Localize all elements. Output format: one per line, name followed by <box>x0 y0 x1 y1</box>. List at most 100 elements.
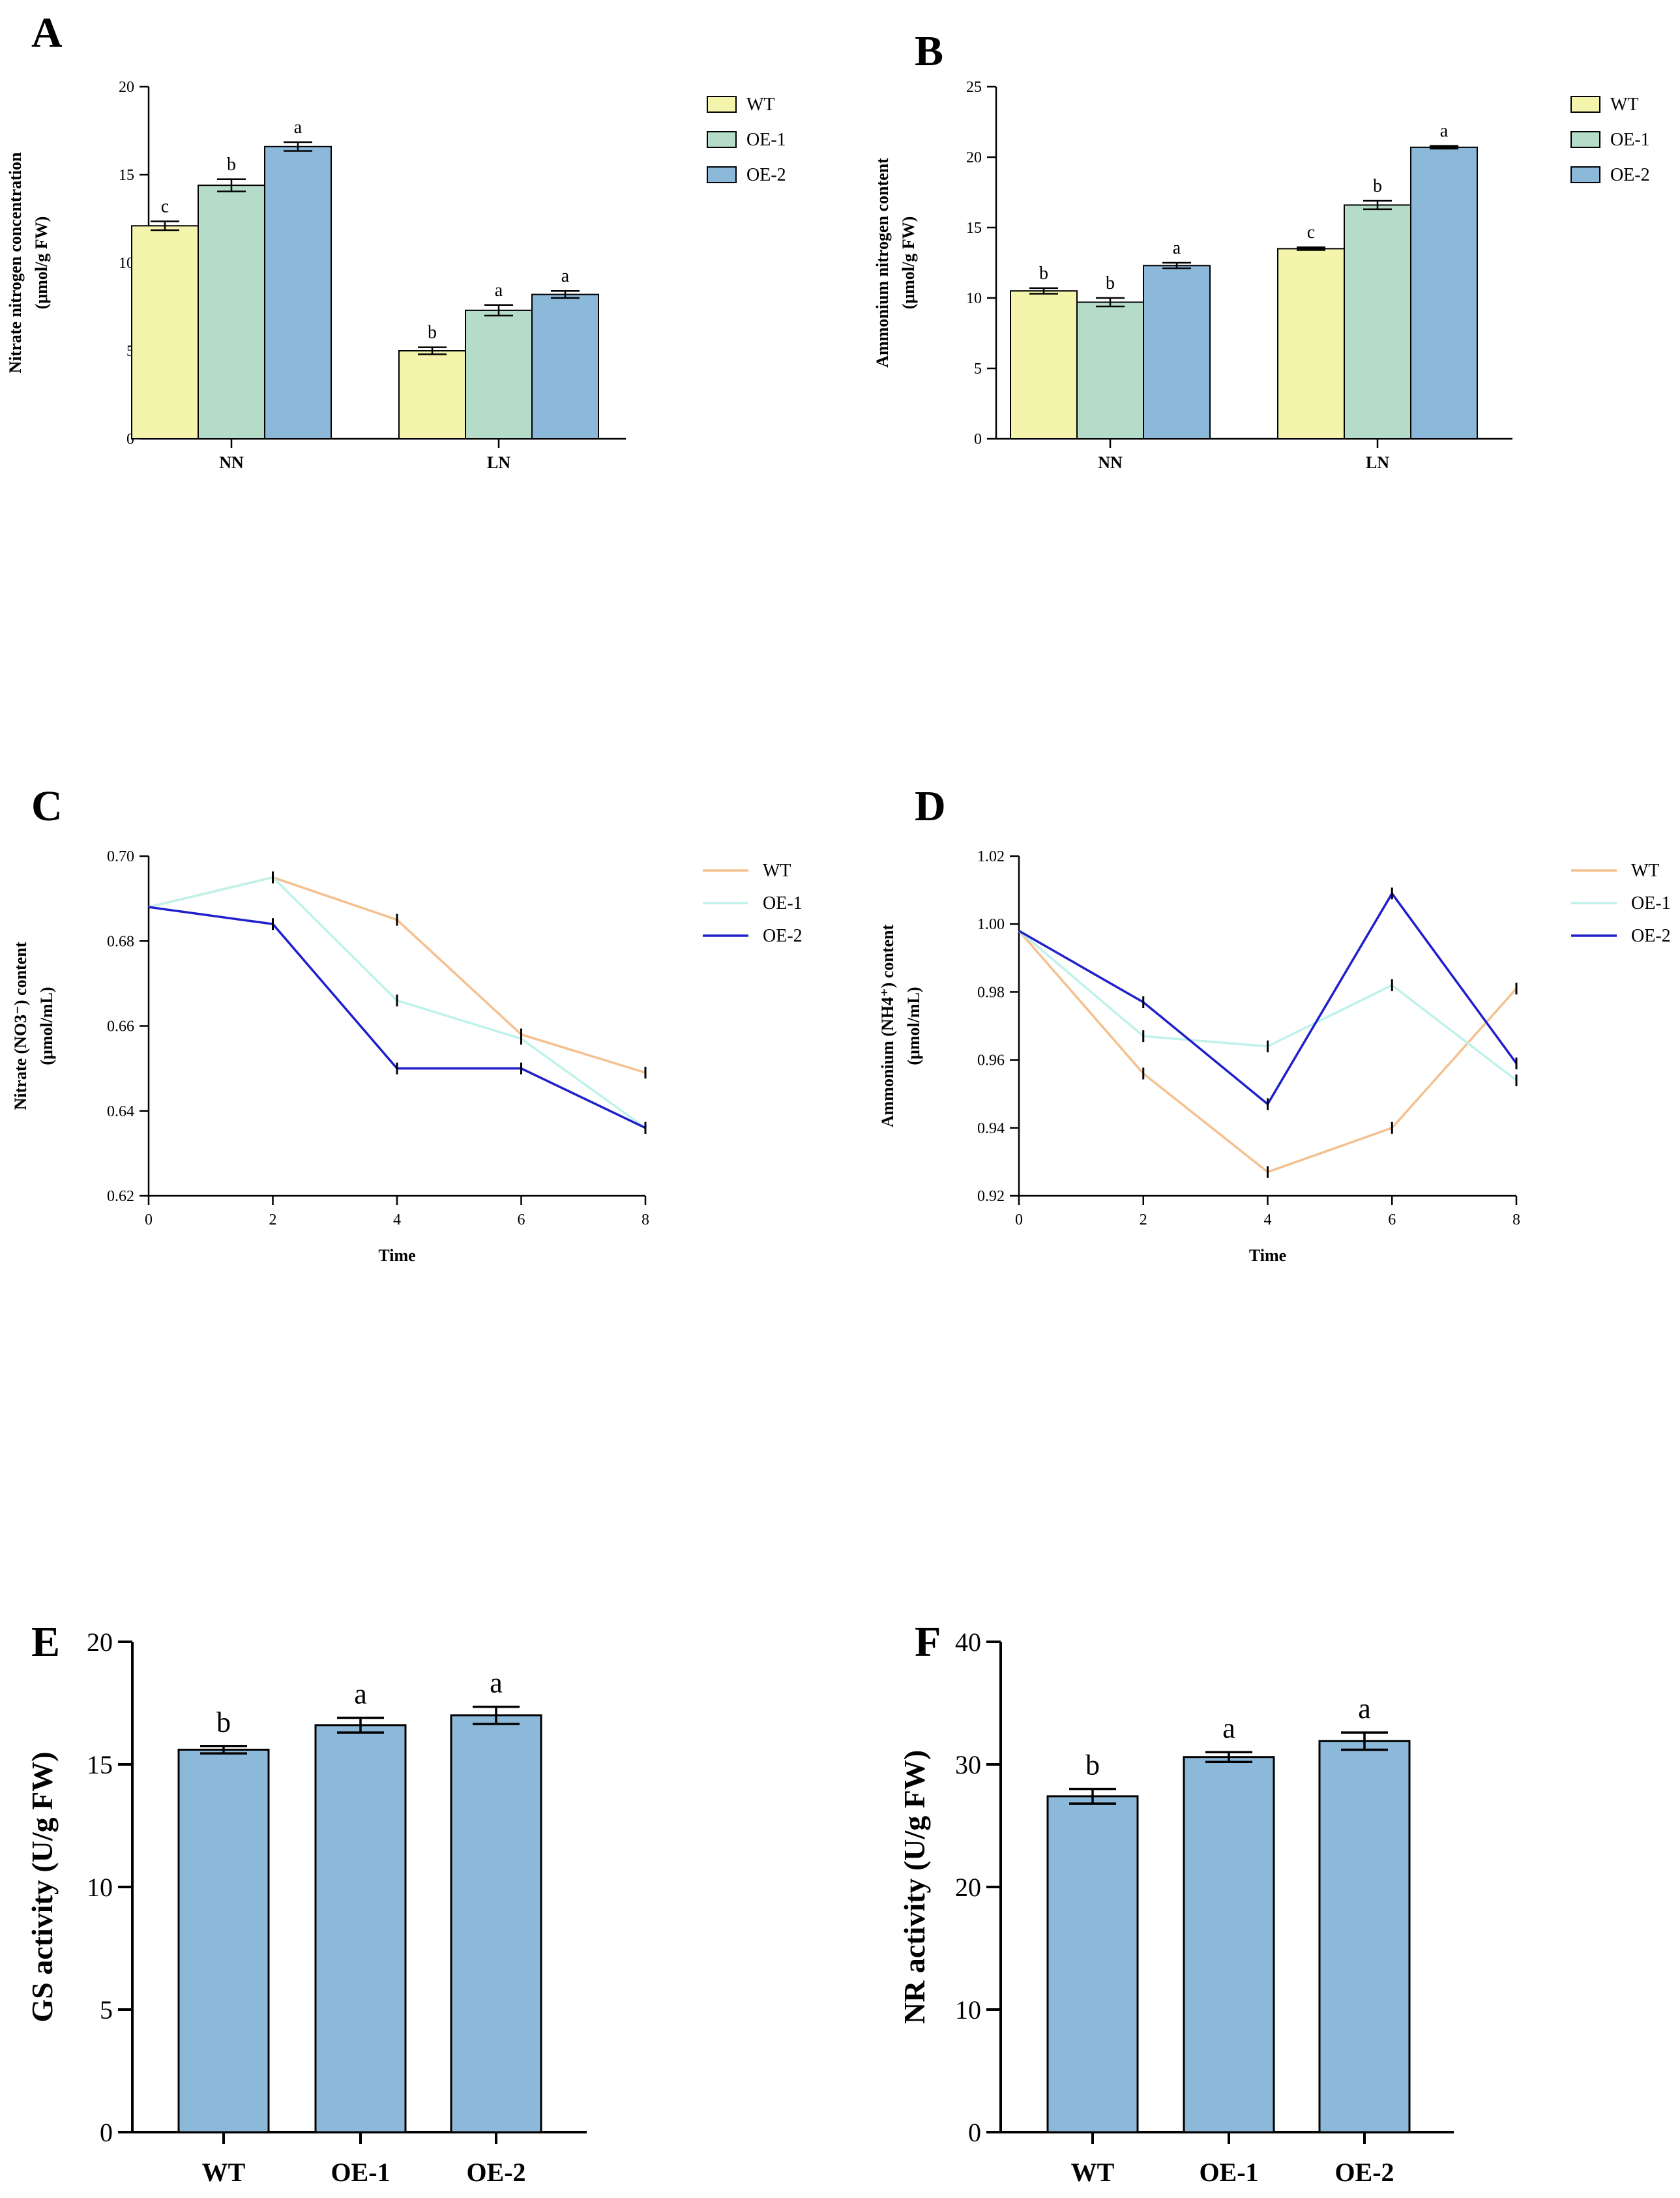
x-tick-label: 0 <box>1015 1211 1023 1228</box>
panel-letter: D <box>915 782 946 830</box>
x-category-label: LN <box>1366 453 1389 472</box>
legend-label: WT <box>746 95 775 115</box>
bar <box>1046 1795 1139 2133</box>
legend-swatch <box>707 96 737 113</box>
significance-letter: a <box>495 280 503 301</box>
y-axis-title: Ammonium nitrogen content <box>873 158 892 368</box>
x-axis-title: Time <box>1249 1246 1286 1265</box>
legend-label: OE-1 <box>1610 130 1650 150</box>
y-tick-label: 0 <box>100 2118 113 2147</box>
bar <box>450 1714 542 2133</box>
bar <box>465 309 533 439</box>
bar <box>198 185 265 439</box>
legend-swatch <box>1570 131 1600 148</box>
y-axis-title: NR activity (U/g FW) <box>898 1750 931 2024</box>
y-tick-label: 0.64 <box>107 1103 134 1120</box>
y-tick-label: 0.92 <box>977 1188 1005 1205</box>
x-tick-label: 6 <box>518 1211 525 1228</box>
x-tick-label: 2 <box>269 1211 277 1228</box>
legend-label: OE-2 <box>1610 165 1650 185</box>
x-tick-label: 4 <box>393 1211 401 1228</box>
significance-letter: a <box>1358 1693 1371 1725</box>
y-tick-label: 0.66 <box>107 1018 134 1035</box>
x-category-label: OE-2 <box>1334 2158 1394 2187</box>
y-tick-label: 30 <box>955 1750 981 1779</box>
panel-c: C 0.62 0.64 0.66 0.68 0.70 Nitrate (NO3⁻) cont… <box>11 782 803 1265</box>
bar <box>131 225 199 439</box>
legend-swatch <box>707 166 737 183</box>
panel-letter: B <box>915 27 943 75</box>
y-tick-label: 10 <box>955 1995 981 2025</box>
legend-label: OE-1 <box>763 893 803 913</box>
legend-label: OE-1 <box>746 130 786 150</box>
legend-label: WT <box>1631 861 1660 881</box>
bar <box>264 145 332 440</box>
x-tick-label: 0 <box>145 1211 153 1228</box>
y-tick-label: 0 <box>974 431 982 448</box>
y-tick-label: 5 <box>100 1995 113 2025</box>
bar <box>314 1724 407 2133</box>
legend-label: OE-2 <box>746 165 786 185</box>
x-tick-label: 2 <box>1140 1211 1147 1228</box>
legend-swatch <box>1570 96 1600 113</box>
legend-label: OE-1 <box>1631 893 1671 913</box>
significance-letter: b <box>1039 263 1048 284</box>
panel-f: F 0 10 20 30 40 NR activity (U/g FW) b WT a OE-1 a O… <box>898 1618 1454 2187</box>
y-tick-label: 1.00 <box>977 916 1005 933</box>
significance-letter: c <box>161 197 169 217</box>
x-axis-title: Time <box>378 1246 415 1265</box>
significance-letter: a <box>490 1667 503 1699</box>
x-tick-label: 6 <box>1388 1211 1396 1228</box>
y-tick-label: 15 <box>966 220 982 237</box>
bar <box>1410 146 1478 439</box>
legend-swatch <box>707 131 737 148</box>
y-tick-label: 40 <box>955 1627 981 1657</box>
significance-letter: b <box>428 323 437 343</box>
significance-letter: a <box>1440 121 1449 141</box>
x-tick-label: 8 <box>1512 1211 1520 1228</box>
x-category-label: OE-1 <box>1199 2158 1258 2187</box>
x-category-label: OE-1 <box>331 2158 390 2187</box>
significance-letter: c <box>1307 222 1315 243</box>
y-tick-label: 0.62 <box>107 1188 134 1205</box>
significance-letter: a <box>561 266 570 286</box>
y-tick-label: 0.94 <box>977 1120 1005 1137</box>
bar <box>1076 301 1144 440</box>
y-axis-title: Nitrate nitrogen concentration <box>6 152 25 373</box>
y-tick-label: 15 <box>87 1750 113 1779</box>
legend-swatch <box>1570 166 1600 183</box>
significance-letter: a <box>354 1678 367 1710</box>
x-category-label: NN <box>1098 453 1123 472</box>
panel-letter: F <box>915 1618 941 1666</box>
y-tick-label: 1.02 <box>977 848 1005 865</box>
y-axis-title-unit: (μmol/g FW) <box>32 216 51 310</box>
y-tick-label: 0.68 <box>107 933 134 950</box>
bar <box>1277 248 1345 439</box>
y-tick-label: 5 <box>974 361 982 378</box>
bar <box>1143 265 1211 439</box>
panel-letter: C <box>31 782 63 830</box>
bar <box>1344 204 1411 439</box>
series-line <box>148 876 646 1074</box>
legend-label: OE-2 <box>1631 926 1671 946</box>
y-tick-label: 20 <box>119 79 134 96</box>
y-axis-title-unit: (μmol/mL) <box>37 987 56 1065</box>
significance-letter: a <box>294 117 302 138</box>
significance-letter: b <box>1373 176 1382 196</box>
significance-letter: b <box>1085 1749 1100 1781</box>
y-axis-title-unit: (μmol/mL) <box>904 987 923 1065</box>
y-axis-title: GS activity (U/g FW) <box>25 1751 59 2022</box>
bar <box>1183 1756 1275 2133</box>
y-axis-title: Ammonium (NH4⁺) content <box>878 925 897 1128</box>
significance-letter: a <box>1222 1712 1235 1744</box>
y-axis-title-unit: (μmol/g FW) <box>899 216 918 310</box>
x-category-label: LN <box>487 453 510 472</box>
y-tick-label: 0.96 <box>977 1052 1005 1069</box>
panel-letter: E <box>31 1618 60 1666</box>
y-tick-label: 10 <box>966 290 982 307</box>
y-tick-label: 20 <box>955 1873 981 1902</box>
x-category-label: NN <box>219 453 244 472</box>
panel-letter: A <box>31 9 63 57</box>
y-tick-label: 0.70 <box>107 848 134 865</box>
